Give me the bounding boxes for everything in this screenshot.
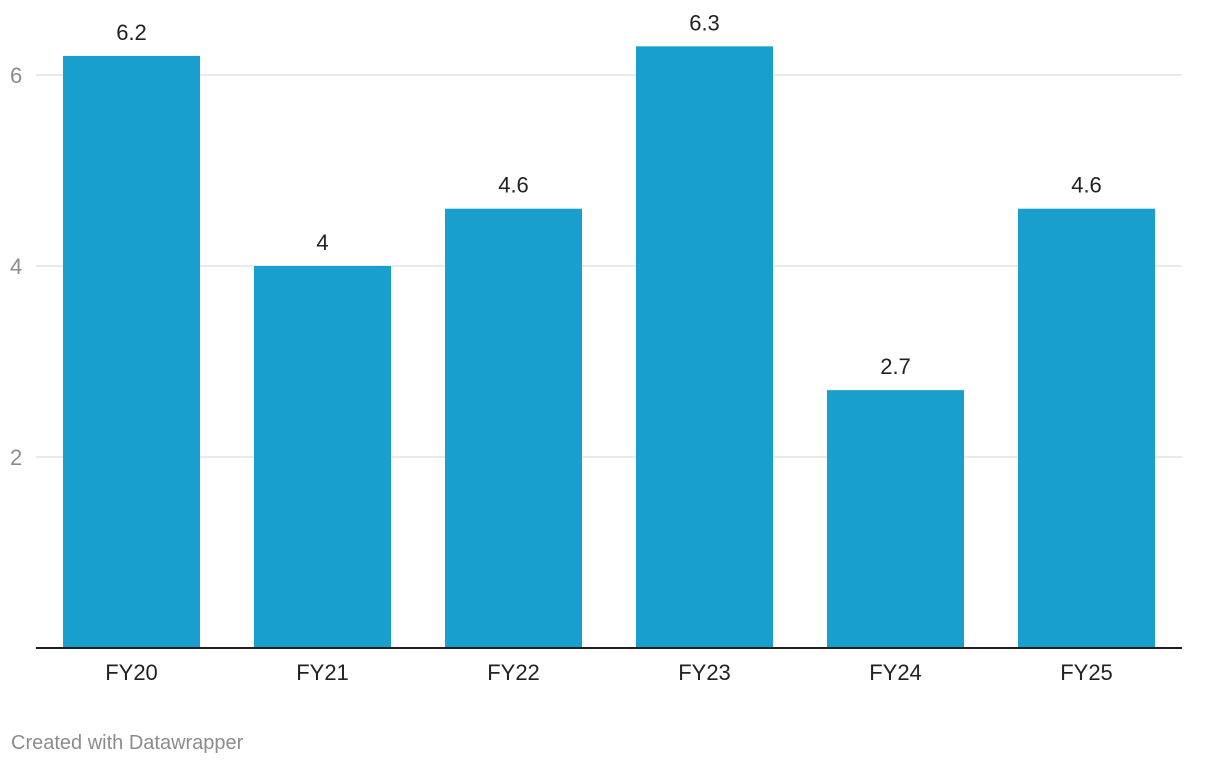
data-label-fy24: 2.7 <box>880 354 911 379</box>
y-tick-label-2: 2 <box>10 445 22 470</box>
data-labels: 6.2 4 4.6 6.3 2.7 4.6 <box>116 10 1102 379</box>
bar-chart: 6.244.66.32.74.6 246 FY20 FY21 FY22 FY23 FY2… <box>10 10 1182 685</box>
data-label-fy23: 6.3 <box>689 10 720 35</box>
bar-fy22 <box>445 208 582 648</box>
datawrapper-credit: Created with Datawrapper <box>11 732 244 754</box>
y-axis-ticks: 2 4 6 <box>10 63 22 470</box>
x-tick-label-fy25: FY25 <box>1060 660 1113 685</box>
x-tick-label-fy23: FY23 <box>678 660 731 685</box>
bar-fy23 <box>636 46 773 649</box>
gridlines <box>36 74 1182 458</box>
x-tick-label-fy22: FY22 <box>487 660 540 685</box>
bar-fy20 <box>63 55 200 648</box>
data-label-fy20: 6.2 <box>116 20 147 45</box>
bar-fy21 <box>254 266 391 648</box>
x-axis-ticks: FY20 FY21 FY22 FY23 FY24 FY25 <box>105 660 1113 685</box>
y-tick-label-4: 4 <box>10 254 22 279</box>
data-label-fy25: 4.6 <box>1071 173 1102 198</box>
bars <box>63 46 1155 649</box>
bar-fy24 <box>827 390 964 648</box>
x-tick-label-fy21: FY21 <box>296 660 349 685</box>
data-label-fy22: 4.6 <box>498 173 529 198</box>
x-tick-label-fy20: FY20 <box>105 660 158 685</box>
x-tick-label-fy24: FY24 <box>869 660 922 685</box>
y-tick-label-6: 6 <box>10 63 22 88</box>
data-label-fy21: 4 <box>316 230 328 255</box>
bar-fy25 <box>1018 208 1155 648</box>
